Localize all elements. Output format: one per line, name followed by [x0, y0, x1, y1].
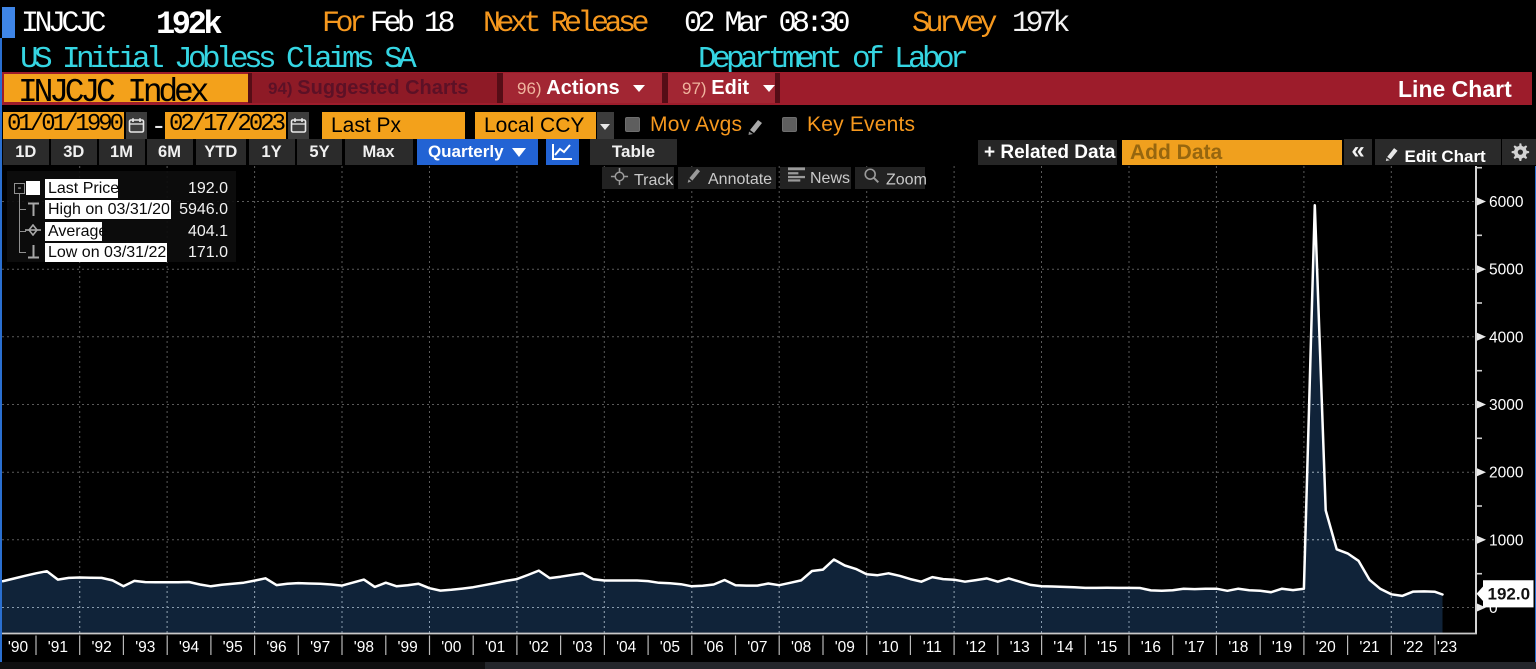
svg-text:'15: '15: [1097, 639, 1117, 656]
svg-text:'05: '05: [660, 639, 680, 656]
svg-text:'90: '90: [8, 639, 29, 656]
svg-text:'14: '14: [1053, 639, 1074, 656]
svg-text:'92: '92: [91, 639, 111, 656]
svg-text:'94: '94: [179, 639, 200, 656]
svg-text:'22: '22: [1403, 639, 1423, 656]
svg-text:'08: '08: [791, 639, 811, 656]
svg-text:'18: '18: [1228, 639, 1248, 656]
svg-text:'13: '13: [1010, 639, 1030, 656]
svg-text:6000: 6000: [1489, 194, 1524, 211]
svg-text:4000: 4000: [1489, 329, 1524, 346]
svg-text:'01: '01: [485, 639, 505, 656]
svg-text:'17: '17: [1184, 639, 1204, 656]
svg-text:'20: '20: [1316, 639, 1337, 656]
svg-text:'93: '93: [135, 639, 155, 656]
svg-text:'97: '97: [310, 639, 330, 656]
svg-text:'10: '10: [878, 639, 899, 656]
svg-text:'04: '04: [616, 639, 637, 656]
svg-text:'21: '21: [1359, 639, 1379, 656]
svg-text:'07: '07: [747, 639, 767, 656]
svg-text:'11: '11: [923, 639, 942, 656]
svg-text:'96: '96: [266, 639, 286, 656]
svg-text:'19: '19: [1272, 639, 1292, 656]
svg-text:'16: '16: [1141, 639, 1161, 656]
svg-text:2000: 2000: [1489, 465, 1524, 482]
svg-text:'91: '91: [48, 639, 68, 656]
svg-text:3000: 3000: [1489, 397, 1524, 414]
svg-text:'00: '00: [441, 639, 462, 656]
svg-text:192.0: 192.0: [1488, 585, 1531, 604]
svg-text:'98: '98: [354, 639, 374, 656]
svg-text:'09: '09: [835, 639, 855, 656]
svg-text:'23: '23: [1437, 639, 1457, 656]
svg-text:1000: 1000: [1489, 532, 1524, 549]
svg-text:0: 0: [1489, 600, 1498, 617]
svg-text:'95: '95: [223, 639, 243, 656]
svg-text:5000: 5000: [1489, 262, 1524, 279]
svg-text:'06: '06: [704, 639, 724, 656]
svg-text:'12: '12: [966, 639, 986, 656]
svg-text:'03: '03: [572, 639, 592, 656]
svg-text:'02: '02: [529, 639, 549, 656]
svg-text:'99: '99: [397, 639, 417, 656]
